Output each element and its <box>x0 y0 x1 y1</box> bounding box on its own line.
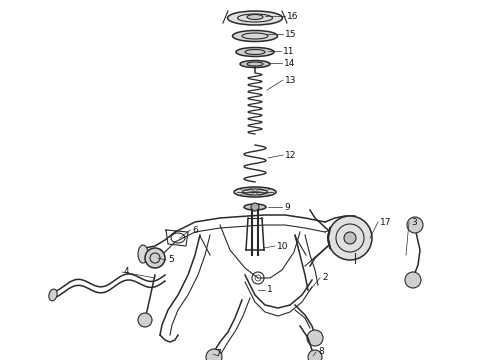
Text: 6: 6 <box>192 225 198 234</box>
Text: 8: 8 <box>318 347 324 356</box>
Text: 3: 3 <box>411 217 417 226</box>
Circle shape <box>308 350 322 360</box>
Ellipse shape <box>240 60 270 68</box>
Ellipse shape <box>138 245 148 263</box>
Text: 14: 14 <box>284 59 295 68</box>
Ellipse shape <box>227 11 283 25</box>
Text: 4: 4 <box>124 267 130 276</box>
Circle shape <box>405 272 421 288</box>
Text: 1: 1 <box>267 285 273 294</box>
Circle shape <box>344 232 356 244</box>
Ellipse shape <box>232 31 277 41</box>
Text: 11: 11 <box>283 46 294 55</box>
Circle shape <box>251 203 259 211</box>
Text: 5: 5 <box>168 256 174 265</box>
Text: 16: 16 <box>287 12 298 21</box>
Ellipse shape <box>247 14 263 19</box>
Circle shape <box>145 248 165 268</box>
Ellipse shape <box>244 204 266 210</box>
Text: 2: 2 <box>322 274 328 283</box>
Text: 13: 13 <box>285 76 296 85</box>
Text: 9: 9 <box>284 202 290 212</box>
Circle shape <box>206 349 222 360</box>
Circle shape <box>307 330 323 346</box>
Ellipse shape <box>234 187 276 197</box>
Circle shape <box>138 313 152 327</box>
Circle shape <box>328 216 372 260</box>
Ellipse shape <box>236 48 274 57</box>
Text: 15: 15 <box>285 30 296 39</box>
Text: 7: 7 <box>215 350 221 359</box>
Text: 12: 12 <box>285 150 296 159</box>
Ellipse shape <box>49 289 57 301</box>
Text: 17: 17 <box>380 217 392 226</box>
Text: 10: 10 <box>277 242 289 251</box>
Circle shape <box>407 217 423 233</box>
